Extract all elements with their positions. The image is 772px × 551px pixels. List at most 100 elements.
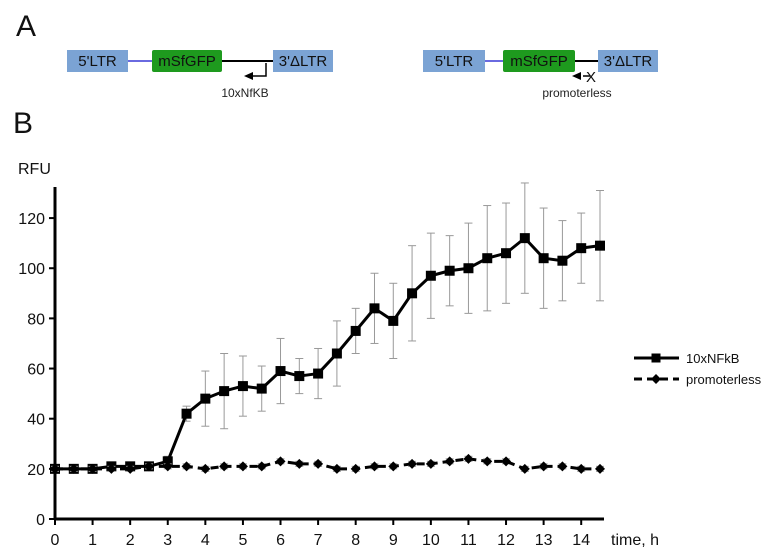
x-tick-label: 12 <box>497 532 515 549</box>
y-tick-label: 60 <box>27 362 45 379</box>
promoter-label: promoterless <box>542 86 611 100</box>
series-promoterless <box>50 453 605 474</box>
data-point <box>482 456 493 467</box>
panel-b-label: B <box>13 107 33 140</box>
data-point <box>181 408 192 419</box>
data-point <box>331 463 342 474</box>
promoter-arrowhead <box>572 72 581 80</box>
data-point <box>538 253 549 264</box>
x-tick-label: 14 <box>572 532 590 549</box>
data-point <box>275 456 286 467</box>
data-point <box>162 456 173 467</box>
promoter-arrow <box>252 63 267 77</box>
data-point <box>388 315 399 326</box>
data-point <box>557 255 568 266</box>
construct-10xnfkb: 5'LTR mSfGFP 3'ΔLTR 10xNfKB <box>67 50 333 100</box>
data-point <box>501 456 512 467</box>
x-tick-label: 13 <box>535 532 553 549</box>
y-tick-label: 20 <box>27 462 45 479</box>
ltr3-box <box>598 50 658 72</box>
x-tick-label: 6 <box>276 532 285 549</box>
data-point <box>256 461 267 472</box>
promoter-arrowhead <box>244 72 253 80</box>
x-tick-label: 1 <box>88 532 97 549</box>
data-point <box>350 463 361 474</box>
data-point <box>595 463 605 474</box>
data-point <box>237 461 248 472</box>
data-point <box>350 325 361 336</box>
x-tick-label: 4 <box>201 532 210 549</box>
data-point <box>576 243 587 254</box>
data-point <box>162 461 173 472</box>
data-point <box>595 240 605 251</box>
data-point <box>463 453 474 464</box>
data-point <box>519 463 530 474</box>
legend-marker <box>651 374 661 384</box>
series-line <box>55 457 600 471</box>
data-point <box>463 263 474 274</box>
x-tick-label: 0 <box>51 532 60 549</box>
gene-label: mSfGFP <box>158 53 216 70</box>
data-point <box>87 463 98 474</box>
data-point <box>425 270 436 281</box>
data-point <box>68 463 79 474</box>
data-point <box>576 463 587 474</box>
data-point <box>501 248 512 259</box>
legend-marker <box>651 353 661 363</box>
data-point <box>557 461 568 472</box>
y-axis-title: RFU <box>18 161 51 178</box>
ltr5-box <box>67 50 128 72</box>
ltr3-box <box>273 50 333 72</box>
data-point <box>407 458 418 469</box>
gene-label: mSfGFP <box>510 53 568 70</box>
series-line <box>55 236 601 471</box>
x-tick-label: 10 <box>422 532 440 549</box>
data-point <box>275 366 286 377</box>
x-tick-label: 11 <box>460 532 477 549</box>
gene-box <box>152 50 222 72</box>
ltr5-label: 5'LTR <box>435 53 474 70</box>
data-point <box>369 461 380 472</box>
data-point <box>444 456 455 467</box>
x-tick-label: 7 <box>314 532 323 549</box>
x-axis-title: time, h <box>611 532 659 549</box>
ltr3-label: 3'ΔLTR <box>279 53 328 70</box>
panel-a-label: A <box>16 10 36 43</box>
legend-label: promoterless <box>686 372 762 387</box>
x-tick-label: 9 <box>389 532 398 549</box>
data-point <box>294 458 305 469</box>
data-point <box>331 348 342 359</box>
data-point <box>219 461 230 472</box>
data-point <box>181 461 192 472</box>
data-point <box>106 463 117 474</box>
y-tick-label: 40 <box>27 412 45 429</box>
x-tick-label: 8 <box>351 532 360 549</box>
series-10xnfkb <box>50 182 605 474</box>
gene-box <box>503 50 575 72</box>
y-tick-label: 80 <box>27 311 45 328</box>
data-point <box>219 386 230 397</box>
data-point <box>50 463 60 474</box>
legend-label: 10xNFkB <box>686 351 739 366</box>
ltr3-label: 3'ΔLTR <box>604 53 653 70</box>
data-point <box>200 393 211 404</box>
promoter-label: 10xNfKB <box>221 86 268 100</box>
data-point <box>200 463 211 474</box>
x-tick-label: 2 <box>126 532 135 549</box>
data-point <box>425 458 436 469</box>
data-point <box>256 383 267 394</box>
data-point <box>369 303 380 314</box>
data-point <box>538 461 549 472</box>
promoter-cross-mark: X <box>586 69 596 86</box>
data-point <box>237 381 248 392</box>
data-point <box>294 371 305 382</box>
data-point <box>407 288 418 299</box>
data-point <box>482 253 493 264</box>
y-tick-label: 120 <box>18 211 45 228</box>
data-point <box>519 233 530 244</box>
data-point <box>388 461 399 472</box>
legend: 10xNFkB promoterless <box>634 351 762 387</box>
data-point <box>444 265 455 276</box>
